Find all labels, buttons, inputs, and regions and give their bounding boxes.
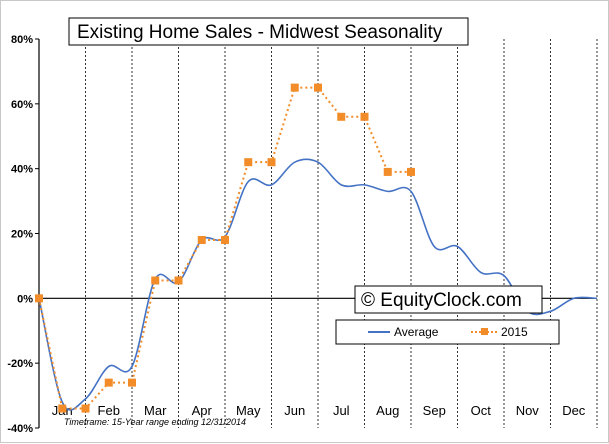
x-axis-month-labels: JanFebMarAprMayJunJulAugSepOctNovDec [52, 403, 586, 418]
series-2015-point [104, 378, 113, 387]
legend-2015-label: 2015 [501, 325, 528, 339]
month-label-nov: Nov [516, 403, 540, 418]
y-tick-label: 20% [11, 229, 33, 241]
y-tick-label: 0% [17, 293, 33, 305]
grid-lines [85, 39, 598, 428]
series-2015-point [360, 112, 369, 121]
series-2015-point [58, 404, 67, 413]
series-average-line [38, 158, 598, 411]
series-group [35, 83, 598, 413]
series-2015-point [407, 167, 415, 176]
month-label-jul: Jul [333, 403, 350, 418]
series-2015-point [383, 167, 392, 176]
series-2015-point [290, 83, 299, 92]
month-label-oct: Oct [471, 403, 492, 418]
chart-title: Existing Home Sales - Midwest Seasonalit… [77, 22, 443, 43]
series-2015-point [221, 235, 229, 244]
watermark-box: © EquityClock.com [354, 285, 543, 314]
y-tick-label: 60% [11, 99, 33, 111]
y-tick-label: -20% [7, 358, 33, 370]
month-label-jun: Jun [284, 403, 305, 418]
chart-title-box: Existing Home Sales - Midwest Seasonalit… [68, 17, 469, 46]
series-2015-point [314, 83, 322, 92]
series-2015-point [151, 276, 160, 285]
series-2015-point [267, 158, 276, 167]
month-label-sep: Sep [423, 403, 446, 418]
month-label-dec: Dec [562, 403, 586, 418]
y-tick-label: -40% [7, 423, 33, 435]
month-label-aug: Aug [376, 403, 399, 418]
series-2015-point [128, 378, 136, 387]
series-2015-point [35, 294, 43, 303]
legend-2015-marker [481, 328, 488, 335]
watermark-text: © EquityClock.com [361, 290, 522, 311]
month-label-may: May [236, 403, 261, 418]
month-label-mar: Mar [144, 403, 167, 418]
legend: Average 2015 [335, 319, 560, 345]
series-2015-point [337, 112, 346, 121]
y-tick-label: 80% [11, 34, 33, 46]
series-2015-point [197, 235, 206, 244]
series-2015-point [244, 158, 253, 167]
y-tick-label: 40% [11, 164, 33, 176]
y-axis-ticks: -40% -20% 0% 20% 40% 60% 80% [7, 34, 39, 435]
month-label-feb: Feb [98, 403, 120, 418]
series-2015-point [174, 276, 183, 285]
series-2015-point [81, 404, 90, 413]
month-label-apr: Apr [192, 403, 213, 418]
timeframe-footnote: Timeframe: 15-Year range ending 12/31/20… [64, 417, 246, 427]
legend-average-label: Average [394, 325, 439, 339]
